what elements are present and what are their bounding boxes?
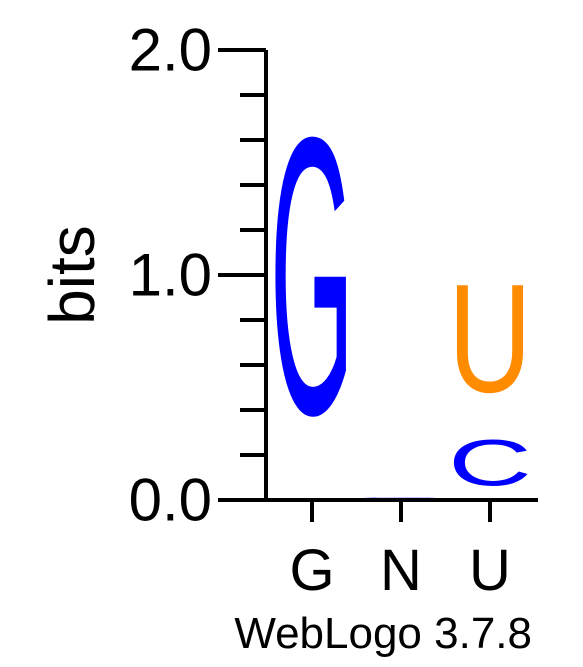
logo-letter-c: C: [448, 426, 532, 500]
y-axis-title: bits: [36, 225, 108, 325]
weblogo-credit: WebLogo 3.7.8: [234, 609, 532, 658]
logo-letter-g: G: [270, 55, 354, 497]
x-tick-label: G: [289, 538, 334, 603]
y-axis: 0.0 1.0 2.0: [129, 17, 268, 534]
y-tick-label: 2.0: [129, 17, 212, 84]
y-tick-label: 1.0: [129, 242, 212, 309]
logo-letter-u: U: [448, 253, 532, 426]
y-tick-label: 0.0: [129, 467, 212, 534]
logo-letter-g: G: [359, 497, 443, 498]
x-tick-label: U: [469, 538, 511, 603]
x-tick-label: N: [380, 538, 422, 603]
letter-stacks: GUGCU: [270, 55, 532, 500]
